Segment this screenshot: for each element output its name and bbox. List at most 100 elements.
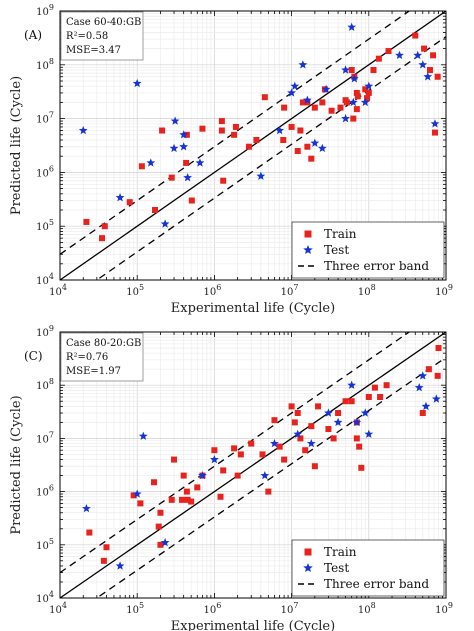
data-point-test — [317, 143, 327, 153]
data-point-train — [184, 496, 191, 503]
y-tick-label: 107 — [36, 430, 54, 445]
y-tick-label-base: 10 — [36, 541, 49, 552]
x-tick-label-base: 10 — [126, 287, 139, 298]
data-point-test — [170, 116, 180, 125]
panel-label: (A) — [24, 28, 42, 42]
data-point-train — [217, 493, 224, 500]
data-point-train — [183, 131, 190, 138]
data-point-train — [337, 104, 344, 111]
data-point-test — [364, 81, 374, 90]
x-tick-label-exponent: 4 — [62, 283, 67, 292]
y-tick-label-base: 10 — [36, 328, 49, 339]
data-point-test — [421, 401, 431, 411]
legend-marker-star — [303, 245, 313, 255]
x-tick-label-exponent: 9 — [448, 283, 453, 292]
info-box-frame — [60, 332, 144, 382]
data-point-train — [343, 99, 350, 106]
series-test — [82, 371, 441, 570]
data-point-train — [435, 345, 442, 352]
y-tick-label-exponent: 7 — [49, 111, 54, 120]
data-point-train — [237, 451, 244, 458]
data-point-test — [195, 158, 205, 167]
data-point-train — [325, 426, 332, 433]
data-point-test — [360, 408, 370, 417]
data-point-test — [179, 130, 189, 139]
y-tick-label: 109 — [36, 324, 54, 339]
x-tick-label-base: 10 — [49, 287, 62, 298]
info-line: Case 80-20:GB — [66, 338, 141, 349]
x-tick-label: 104 — [49, 283, 67, 298]
data-point-train — [297, 435, 304, 442]
data-point-train — [253, 137, 260, 144]
data-point-train — [271, 417, 278, 424]
data-point-train — [280, 137, 287, 144]
data-point-test — [132, 489, 142, 498]
data-point-train — [421, 45, 428, 52]
y-tick-label-exponent: 8 — [49, 377, 54, 386]
data-point-train — [430, 52, 437, 59]
data-point-train — [419, 410, 426, 417]
data-point-train — [199, 125, 206, 132]
data-point-train — [412, 32, 419, 39]
data-point-train — [183, 159, 190, 166]
y-tick-label-exponent: 4 — [49, 272, 54, 281]
y-tick-label-exponent: 8 — [49, 57, 54, 66]
y-tick-label: 107 — [36, 111, 54, 126]
legend-marker-square — [304, 230, 312, 238]
data-point-train — [150, 479, 157, 486]
data-point-train — [371, 384, 378, 391]
data-point-test — [348, 97, 358, 107]
y-tick-label-exponent: 9 — [49, 3, 54, 12]
data-point-train — [383, 382, 390, 389]
data-point-test — [115, 561, 125, 570]
y-tick-label: 106 — [36, 484, 54, 499]
data-point-train — [425, 366, 432, 373]
data-point-train — [370, 67, 377, 74]
data-point-train — [157, 509, 164, 516]
x-tick-label: 107 — [281, 283, 299, 298]
data-point-train — [265, 488, 272, 495]
data-point-train — [315, 403, 322, 410]
data-point-test — [132, 78, 142, 88]
data-point-test — [179, 142, 189, 151]
x-tick-label-base: 10 — [358, 287, 371, 298]
lower-error-band — [95, 356, 446, 598]
data-point-test — [275, 125, 285, 135]
x-tick-label: 109 — [435, 283, 453, 298]
y-tick-label-exponent: 9 — [49, 324, 54, 333]
x-tick-label-base: 10 — [281, 605, 294, 616]
x-tick-label: 107 — [281, 601, 299, 616]
upper-error-band — [60, 11, 411, 255]
data-point-train — [281, 104, 288, 111]
y-tick-label-base: 10 — [36, 61, 49, 72]
data-point-train — [342, 398, 349, 405]
info-line: R²=0.58 — [66, 31, 108, 42]
data-point-train — [350, 115, 357, 122]
data-point-train — [188, 197, 195, 204]
data-point-train — [86, 529, 93, 536]
y-tick-label-exponent: 4 — [49, 590, 54, 599]
legend-label: Train — [324, 545, 357, 559]
data-point-test — [287, 88, 296, 97]
data-point-test — [321, 84, 331, 94]
data-point-train — [103, 544, 110, 551]
y-tick-label: 109 — [36, 3, 54, 18]
y-tick-label-exponent: 7 — [49, 430, 54, 439]
data-point-test — [290, 81, 300, 90]
data-point-train — [294, 410, 301, 417]
data-point-test — [364, 429, 374, 438]
y-tick-label-base: 10 — [36, 276, 49, 287]
series-test — [78, 22, 440, 228]
data-point-train — [308, 423, 315, 430]
data-point-train — [328, 107, 335, 114]
data-point-train — [291, 419, 298, 426]
y-tick-label: 105 — [36, 537, 54, 552]
data-point-test — [183, 173, 192, 182]
data-point-train — [155, 523, 162, 530]
x-tick-label: 105 — [126, 601, 144, 616]
data-point-train — [159, 127, 166, 134]
data-point-train — [157, 541, 164, 548]
data-point-test — [160, 219, 170, 228]
data-point-test — [341, 65, 350, 74]
data-point-train — [434, 372, 441, 379]
